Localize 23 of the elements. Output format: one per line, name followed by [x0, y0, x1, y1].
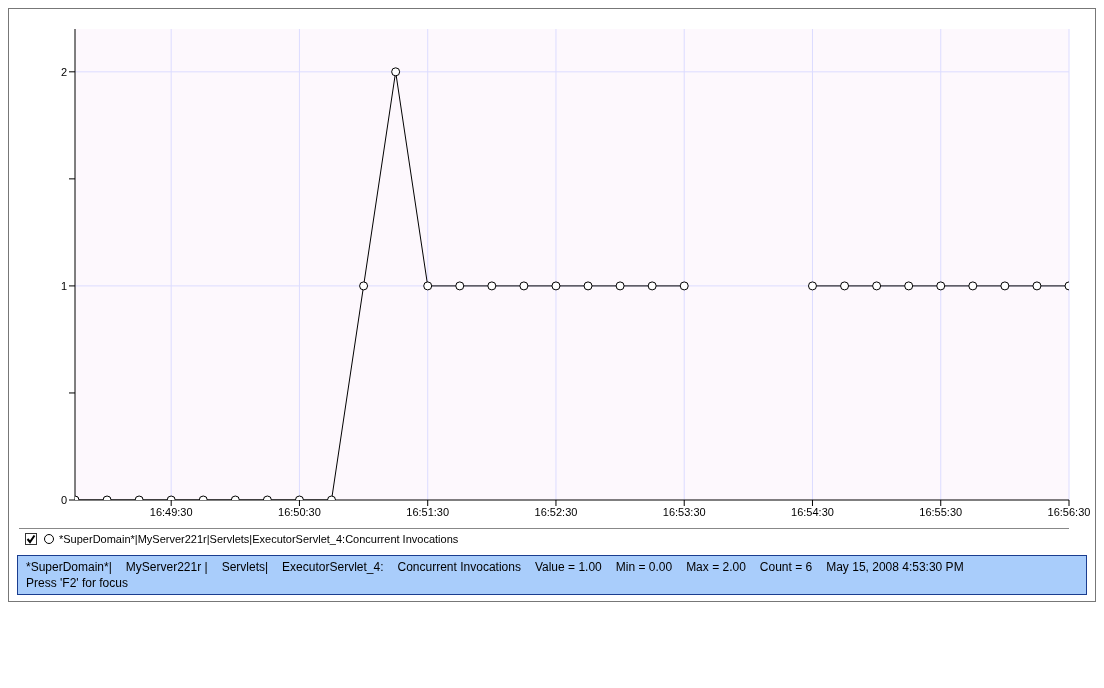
- x-tick-label: 16:55:30: [919, 505, 963, 518]
- y-tick-label: 0: [60, 493, 67, 506]
- text: May 15, 2008 4:53:30 PM: [826, 560, 964, 574]
- x-tick-label: 16:51:30: [406, 505, 450, 518]
- text: Max = 2.00: [686, 560, 746, 574]
- text: MyServer221r |: [125, 560, 208, 574]
- text: ExecutorServlet_4:: [282, 560, 384, 574]
- y-tick-label: 1: [60, 279, 67, 292]
- legend-label: *SuperDomain*|MyServer221r|Servlets|ExecutorServlet_4:Concurrent Invocations: [59, 533, 459, 545]
- x-tick-label: 16:54:30: [791, 505, 834, 518]
- text: Count = 6: [759, 560, 813, 574]
- x-tick-label: 16:56:30: [1047, 505, 1091, 518]
- y-tick-label: 2: [60, 65, 67, 78]
- text: *SuperDomain*|: [26, 560, 112, 574]
- x-tick-label: 16:50:30: [278, 505, 321, 518]
- x-tick-label: 16:53:30: [662, 505, 706, 518]
- text: Value = 1.00: [534, 560, 602, 574]
- text: Concurrent Invocations: [397, 560, 521, 574]
- text: Servlets|: [221, 560, 269, 574]
- text: Min = 0.00: [615, 560, 673, 574]
- x-tick-label: 16:49:30: [149, 505, 193, 518]
- text: Press 'F2' for focus: [26, 576, 128, 590]
- x-tick-label: 16:52:30: [534, 505, 578, 518]
